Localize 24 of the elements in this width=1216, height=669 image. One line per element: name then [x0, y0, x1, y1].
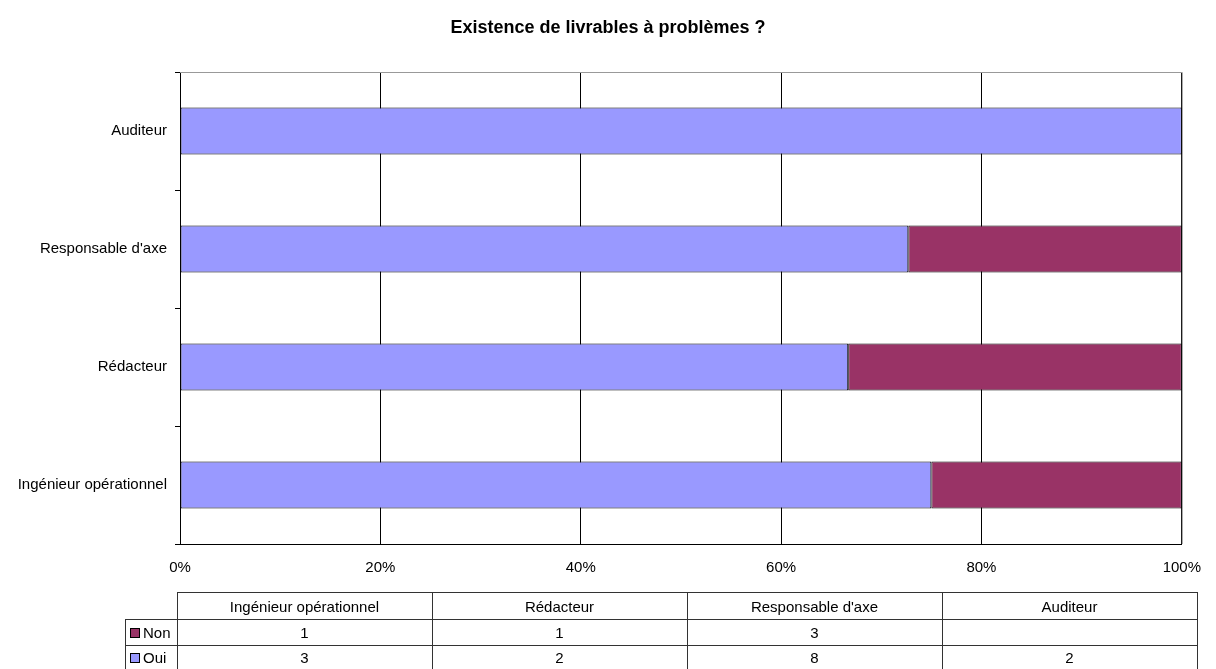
data-label: 2: [432, 645, 687, 669]
legend-label: Non: [125, 619, 177, 646]
category-label: Auditeur: [942, 592, 1197, 620]
chart-title: Existence de livrables à problèmes ?: [449, 16, 767, 39]
y-tick-label: Rédacteur: [97, 357, 167, 375]
category-label: Ingénieur opérationnel: [177, 592, 432, 620]
data-label: 8: [687, 645, 942, 669]
y-tick-label: Responsable d'axe: [39, 239, 167, 257]
category-label: Rédacteur: [432, 592, 687, 620]
data-label: 2: [942, 645, 1197, 669]
category-label: Responsable d'axe: [687, 592, 942, 620]
data-label: 3: [687, 619, 942, 646]
data-label: 3: [177, 645, 432, 669]
legend-label: Oui: [125, 645, 177, 669]
y-tick-label: Ingénieur opérationnel: [17, 475, 167, 493]
x-tick-label: 40%: [565, 558, 596, 576]
data-label: 1: [432, 619, 687, 646]
y-tick-label: Auditeur: [111, 121, 167, 139]
x-tick-label: 100%: [1162, 558, 1202, 576]
data-label: 1: [177, 619, 432, 646]
x-tick-label: 0%: [169, 558, 191, 576]
x-tick-label: 60%: [766, 558, 797, 576]
x-tick-label: 20%: [365, 558, 396, 576]
x-tick-label: 80%: [966, 558, 997, 576]
